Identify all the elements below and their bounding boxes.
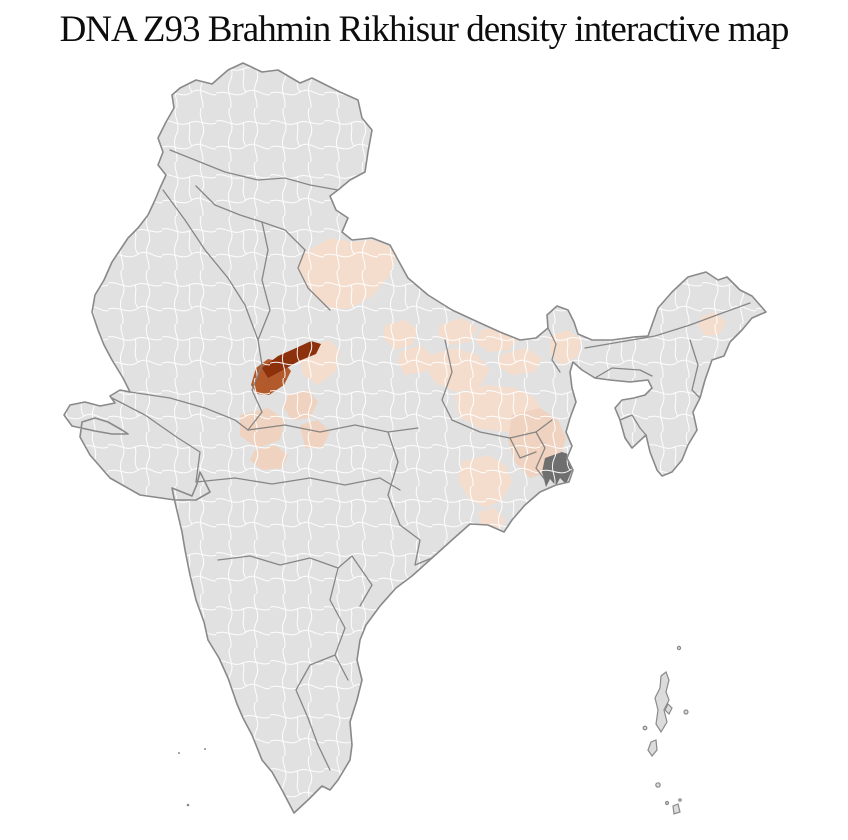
- page-title: DNA Z93 Brahmin Rikhisur density interac…: [59, 9, 790, 50]
- india-outline: [63, 62, 767, 814]
- andaman-islands: [642, 645, 689, 815]
- lakshadweep-dots: [178, 748, 206, 807]
- state-boundaries: [111, 149, 751, 771]
